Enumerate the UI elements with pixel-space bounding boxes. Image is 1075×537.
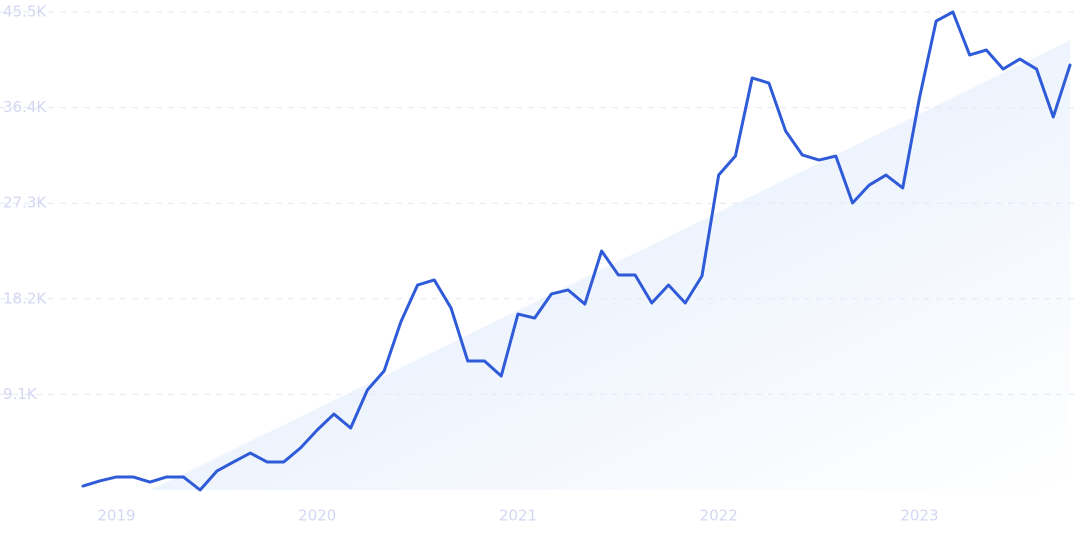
line (81, 10, 1072, 492)
y-tick-label: 18.2K (3, 289, 47, 307)
x-tick-label: 2020 (298, 507, 336, 525)
trend-area (150, 40, 1070, 490)
y-tick-label: 9.1K (3, 385, 38, 403)
y-tick-label: 45.5K (3, 3, 47, 21)
y-tick-label: 27.3K (3, 194, 47, 212)
x-tick-label: 2023 (900, 507, 938, 525)
x-tick-label: 2019 (97, 507, 135, 525)
x-tick-label: 2022 (700, 507, 738, 525)
y-tick-label: 36.4K (3, 98, 47, 116)
x-tick-label: 2021 (499, 507, 537, 525)
